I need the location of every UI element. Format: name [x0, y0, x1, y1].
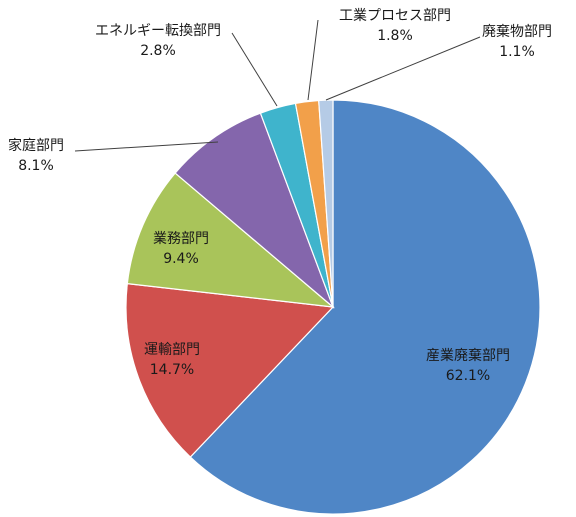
- slice-name-label: 産業廃棄部門: [426, 347, 510, 364]
- slice-name-label: 運輸部門: [144, 342, 200, 358]
- slice-name-label: エネルギー転換部門: [95, 23, 221, 39]
- pie-slice: [189, 99, 541, 515]
- slice-name-label: 家庭部門: [8, 137, 64, 154]
- pie-slice: [125, 282, 335, 458]
- slice-name-label: 廃棄物部門: [482, 23, 552, 40]
- leader-lines: [74, 19, 481, 152]
- slice-percent-label: 2.8%: [140, 43, 176, 59]
- slice-percent-label: 1.8%: [377, 28, 413, 44]
- slice-percent-label: 9.4%: [163, 251, 199, 267]
- slice-percent-label: 62.1%: [446, 368, 490, 384]
- pie-slice: [174, 112, 335, 309]
- slice-percent-label: 8.1%: [18, 158, 54, 174]
- slice-name-label: 業務部門: [153, 231, 209, 247]
- leader-line: [231, 32, 278, 107]
- slice-name-label: 工業プロセス部門: [339, 8, 451, 24]
- leader-line: [325, 36, 481, 101]
- pie-slice: [318, 99, 334, 308]
- slice-percent-label: 1.1%: [499, 44, 535, 60]
- pie-slices: [125, 99, 541, 515]
- leader-line: [307, 19, 319, 101]
- slice-percent-label: 14.7%: [150, 362, 194, 378]
- slice-labels: 産業廃棄部門 62.1% 運輸部門 14.7% 業務部門 9.4% 家庭部門 8.1% エネルギ…: [8, 8, 552, 384]
- leader-line: [74, 141, 219, 152]
- pie-slice: [126, 172, 335, 308]
